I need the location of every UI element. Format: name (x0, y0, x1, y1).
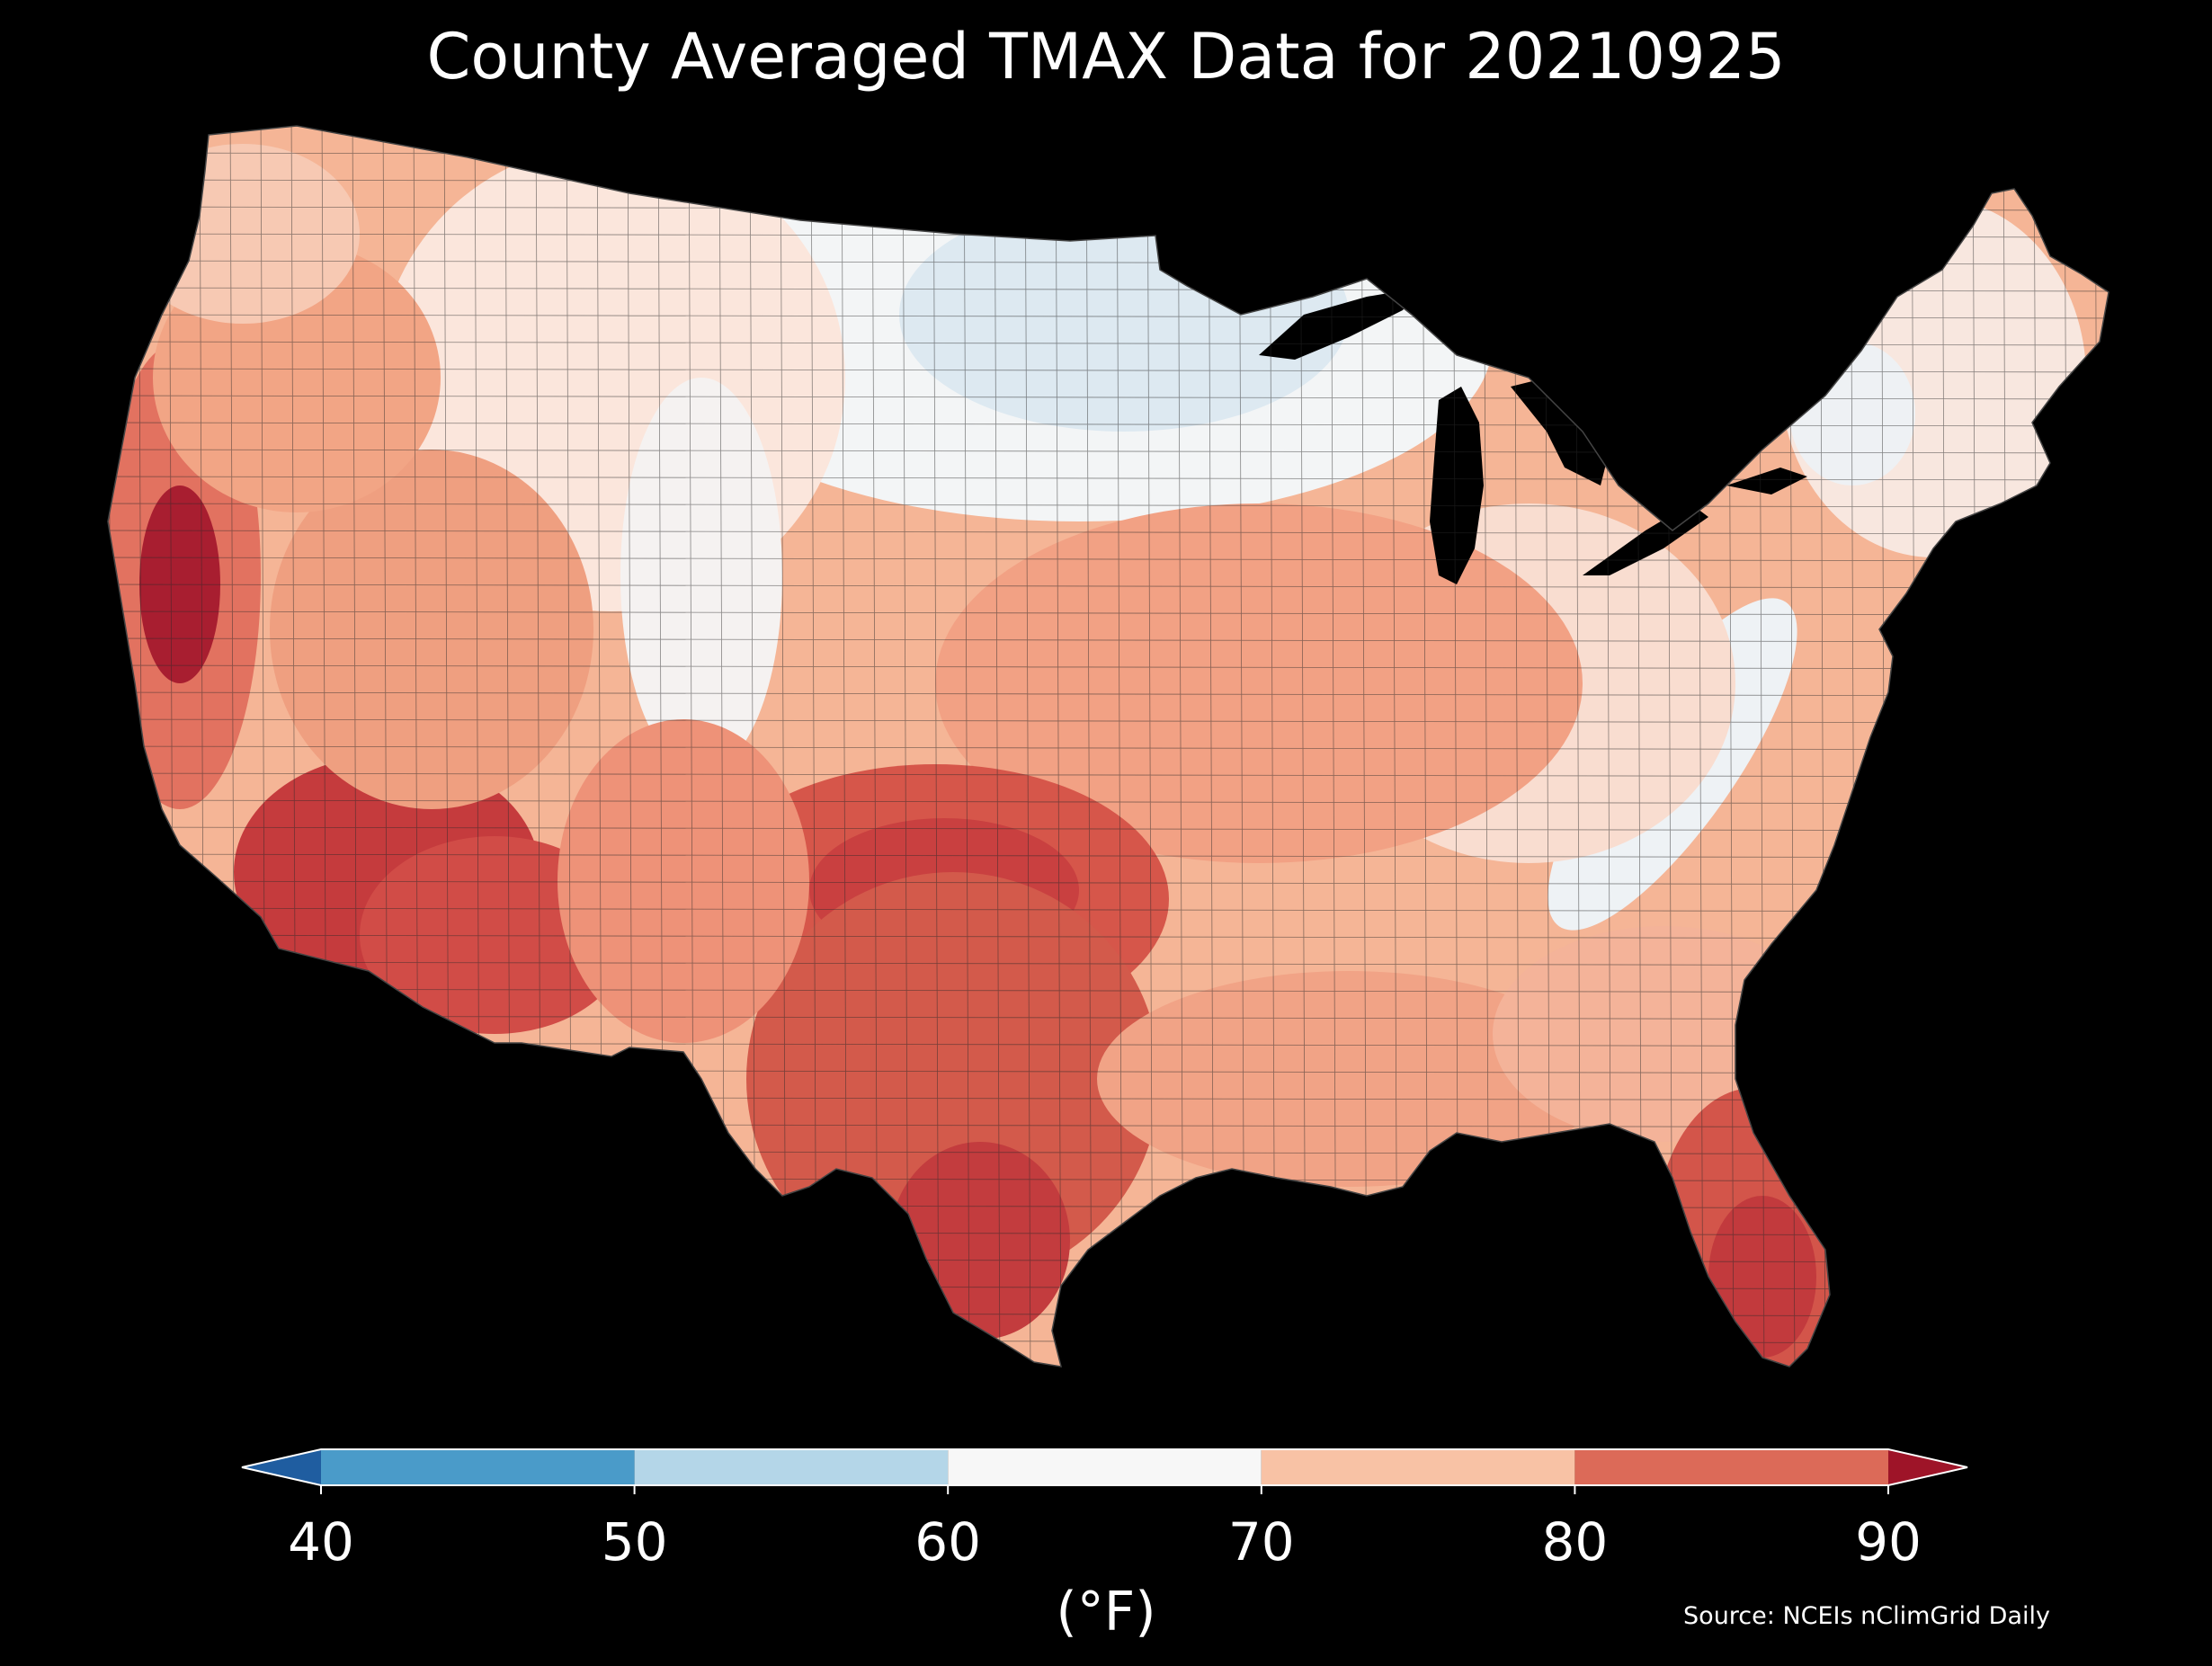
region-minnesota-cool (899, 198, 1349, 432)
colorbar-tick-label: 40 (288, 1511, 354, 1572)
region-south-florida-hot (1708, 1196, 1816, 1358)
colorbar (241, 1448, 1968, 1494)
colorbar-tick-label: 70 (1227, 1511, 1295, 1572)
colorbar-under-arrow (242, 1449, 321, 1485)
colorbar-bin-80-90 (1574, 1449, 1888, 1485)
lake-ontario (1726, 468, 1807, 494)
colorbar-tick-label: 80 (1541, 1511, 1609, 1572)
colorbar-bin-70-80 (1261, 1449, 1575, 1485)
region-central-plains-warm (935, 503, 1583, 863)
colorbar-bin-50-60 (634, 1449, 949, 1485)
lake-huron (1511, 378, 1610, 486)
colorbar-bin-40-50 (321, 1449, 635, 1485)
lake-erie (1583, 503, 1708, 575)
lake-superior (1259, 288, 1421, 360)
lake-michigan (1430, 387, 1484, 584)
colorbar-tick-label: 90 (1855, 1511, 1922, 1572)
colorbar-unit-label: (°F) (1056, 1581, 1156, 1644)
conus-map-svg (107, 125, 2109, 1368)
colorbar-over-arrow (1888, 1449, 1967, 1485)
map-title: County Averaged TMAX Data for 20210925 (426, 20, 1786, 94)
colorbar-tick-label: 50 (601, 1511, 668, 1572)
region-new-england (1780, 198, 2086, 557)
colorbar-tick-label: 60 (914, 1511, 982, 1572)
region-south-texas-hot (890, 1142, 1070, 1340)
conus-outline (107, 125, 2109, 1368)
choropleth-map (107, 125, 2109, 1368)
region-new-mexico (557, 719, 809, 1043)
region-georgia-carolinas (1493, 926, 1834, 1142)
region-rockies-cool-strip (620, 378, 782, 773)
source-credit: Source: NCEIs nClimGrid Daily (1683, 1602, 2050, 1630)
region-gulf-coast (1097, 971, 1601, 1187)
colorbar-bin-60-70 (948, 1449, 1262, 1485)
region-great-basin (270, 450, 593, 809)
